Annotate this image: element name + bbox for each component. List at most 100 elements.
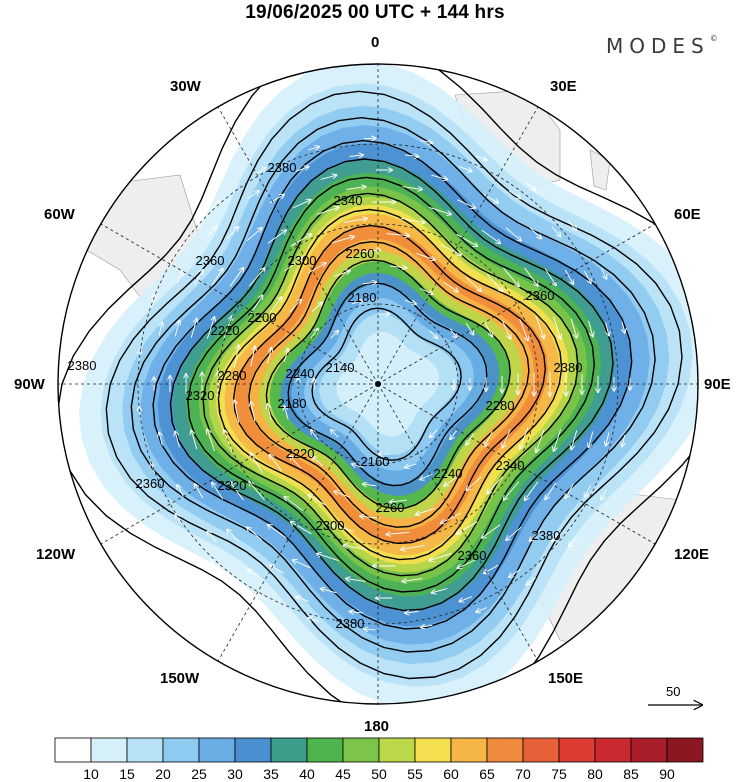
wind-vector [284,497,304,511]
lon-label-150e: 150E [548,670,584,687]
colorbar-swatch [54,737,92,763]
wind-vector [206,317,214,339]
lon-label-60w: 60W [44,206,75,223]
wind-vector [386,234,409,236]
contour-label: 2360 [196,253,225,268]
colorbar-swatch [90,737,128,763]
wind-vector [450,429,458,440]
wind-vector [330,331,339,339]
contour-label: 2240 [434,466,463,481]
wind-vector [443,281,458,292]
wind-vector [320,175,337,180]
colorbar-swatch [414,737,452,763]
contour-label: 2320 [218,478,247,493]
wind-vector [343,545,368,551]
wind-vector [296,597,309,602]
wind-vector [174,321,179,337]
colorbar-label: 55 [407,766,423,782]
wind-vector [308,263,325,274]
wind-vector [190,319,197,338]
wind-vector [429,553,452,561]
wind-vector [334,491,351,498]
wind-vector [584,270,591,283]
logo-text: MODES [606,34,710,58]
wind-vector [404,299,416,304]
wind-vector [207,532,217,542]
contour-label: 2200 [248,310,277,325]
wind-vector [571,430,578,449]
wind-vector [292,200,311,209]
lon-label-150w: 150W [160,670,200,687]
colorbar-swatch [198,737,236,763]
colorbar-label: 85 [623,766,639,782]
wind-vector [449,328,457,339]
wind-vector [351,300,363,305]
map-title: 19/06/2025 00 UTC + 144 hrs [245,2,505,23]
wind-vector [174,244,181,254]
wind-vector [416,507,436,514]
contour-label: 2240 [286,366,315,381]
wind-vector [505,227,521,241]
wind-vector [343,218,367,224]
wind-vector [465,322,473,335]
wind-vector [530,529,542,542]
wind-vector [430,429,438,438]
wind-vector [457,199,475,208]
wind-vector [247,191,259,199]
wind-vector [466,433,474,445]
wind-vector [311,430,319,440]
wind-vector [600,268,606,278]
wind-vector [440,244,462,255]
pole-marker [375,381,381,387]
wind-vector [502,429,511,447]
lon-label-120e: 120E [674,546,710,563]
colorbar-swatch [378,737,416,763]
contour-label: 2320 [186,388,215,403]
wind-vector [501,320,510,338]
lon-label-90w: 90W [14,376,45,393]
wind-vector [266,348,271,365]
wind-vector [207,429,215,452]
wind-vector [311,302,322,312]
contour-label: 2380 [336,616,365,631]
contour-label: 2380 [554,360,583,375]
wind-vector [441,512,462,523]
wind-vector [310,329,318,339]
wind-vector [362,282,377,284]
wind-vector [284,257,302,272]
lon-label-90e: 90E [704,376,731,393]
wind-vector [363,484,377,486]
meridian-line [377,106,539,385]
wind-vector [444,476,459,486]
wind-vector [525,481,539,500]
wind-vector [486,274,503,291]
lon-label-30e: 30E [550,78,577,95]
wind-vector [389,266,407,268]
wind-vector [601,488,607,499]
wind-vector [420,141,432,143]
meridian-line [377,383,539,662]
wind-vector [429,330,438,339]
wind-vector [312,457,323,466]
meridian-line [100,223,379,385]
colorbar-label: 25 [191,766,207,782]
colorbar-label: 60 [443,766,459,782]
meridian-line [217,106,379,385]
colorbar-label: 50 [371,766,387,782]
wind-vector [404,155,418,157]
colorbar-swatch [486,737,524,763]
wind-vector [401,544,425,549]
colorbar-label: 35 [263,766,279,782]
colorbar-label: 20 [155,766,171,782]
contour-label: 2360 [136,476,165,491]
meridian-line [377,223,656,385]
wind-vector [529,226,542,239]
wind-vector [544,268,556,286]
wind-vector [290,234,312,247]
wind-vector [175,514,183,525]
wind-vector [212,483,224,500]
colorbar-label: 15 [119,766,135,782]
wind-vector [622,321,625,333]
colorbar-swatch [270,737,308,763]
